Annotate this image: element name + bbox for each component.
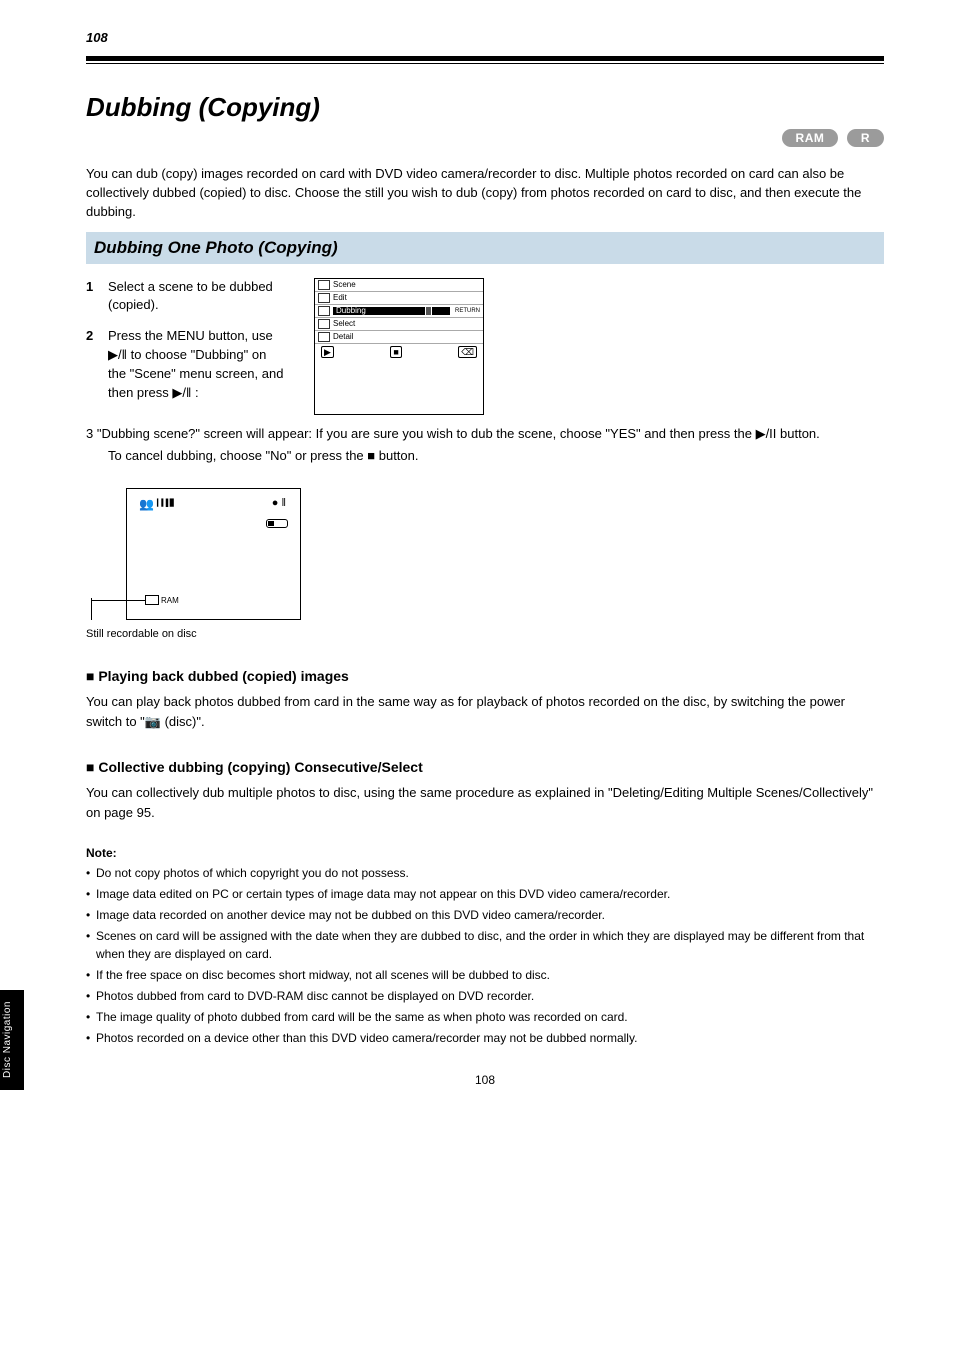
menu-figure: Scene Edit Dubbing RETURN Select Detail ▶… <box>314 278 484 415</box>
note-item: Image data recorded on another device ma… <box>86 906 884 924</box>
play-pause-icon: ▶/ǁ <box>172 385 191 400</box>
menu-label-active: Dubbing <box>336 306 366 315</box>
notes-block: Note: Do not copy photos of which copyri… <box>86 844 884 1047</box>
menu-icon <box>318 293 330 303</box>
note-item: If the free space on disc becomes short … <box>86 966 884 984</box>
play-pause-icon: ▶/ǁ <box>108 347 127 362</box>
menu-footer-icon: ■ <box>390 346 401 358</box>
note-item: Do not copy photos of which copyright yo… <box>86 864 884 882</box>
step-2: 2 Press the MENU button, use ▶/ǁ to choo… <box>86 327 286 402</box>
menu-icon <box>318 306 330 316</box>
menu-footer: ▶ ■ ⌫ <box>315 344 483 360</box>
step-3: 3 "Dubbing scene?" screen will appear: I… <box>86 425 884 444</box>
page: 108 Dubbing (Copying) RAM R You can dub … <box>0 0 954 1127</box>
section-heading: Dubbing One Photo (Copying) <box>86 232 884 264</box>
signal-icon: ▎▍▌▊ <box>157 499 174 507</box>
battery-icon <box>266 519 288 528</box>
menu-footer-icon: ▶ <box>321 346 334 358</box>
lcd-screenshot: 👥 ▎▍▌▊ ● ǁ RAM <box>126 488 301 620</box>
rec-pause-icon: ● ǁ <box>272 497 286 509</box>
subsection-body: You can collectively dub multiple photos… <box>86 783 884 822</box>
menu-footer-icon: ⌫ <box>458 346 477 358</box>
divider-thin <box>86 63 884 64</box>
step-1: 1 Select a scene to be dubbed (copied). <box>86 278 286 316</box>
menu-icon <box>318 319 330 329</box>
media-indicator: RAM <box>145 595 179 605</box>
note-item: The image quality of photo dubbed from c… <box>86 1008 884 1026</box>
notes-list: Do not copy photos of which copyright yo… <box>86 864 884 1047</box>
menu-highlight: Dubbing <box>333 307 450 315</box>
page-title: Dubbing (Copying) <box>86 92 884 123</box>
figure-caption: Still recordable on disc <box>86 628 884 640</box>
menu-icon <box>318 280 330 290</box>
note-item: Scenes on card will be assigned with the… <box>86 927 884 963</box>
screen-figure: 👥 ▎▍▌▊ ● ǁ RAM <box>126 488 884 620</box>
menu-return-label: RETURN <box>455 308 480 314</box>
menu-label: Edit <box>333 293 347 302</box>
notes-label: Note: <box>86 846 117 860</box>
badge-r: R <box>847 129 884 147</box>
intro-paragraph: You can dub (copy) images recorded on ca… <box>86 165 884 222</box>
menu-label: Select <box>333 319 355 328</box>
page-number-top: 108 <box>86 30 108 45</box>
subsection-heading: ■ Collective dubbing (copying) Consecuti… <box>86 759 884 775</box>
subsection-heading: ■ Playing back dubbed (copied) images <box>86 668 884 684</box>
menu-icon <box>318 332 330 342</box>
format-badges: RAM R <box>86 129 884 147</box>
steps-row: 1 Select a scene to be dubbed (copied). … <box>86 278 884 415</box>
camera-icon <box>145 595 159 605</box>
note-item: Photos dubbed from card to DVD-RAM disc … <box>86 987 884 1005</box>
divider-heavy <box>86 56 884 61</box>
note-item: Image data edited on PC or certain types… <box>86 885 884 903</box>
step-3-indent: To cancel dubbing, choose "No" or press … <box>108 447 884 466</box>
note-item: Photos recorded on a device other than t… <box>86 1029 884 1047</box>
menu-label: Detail <box>333 332 353 341</box>
page-number-bottom: 108 <box>86 1073 884 1087</box>
step2-text-c: : <box>195 385 199 400</box>
menu-label: Scene <box>333 280 356 289</box>
callout-leader-line <box>91 600 145 601</box>
badge-ram: RAM <box>782 129 839 147</box>
subsection-body: You can play back photos dubbed from car… <box>86 692 884 731</box>
step2-text-a: Press the MENU button, use <box>108 328 273 343</box>
people-icon: 👥 <box>139 497 154 511</box>
